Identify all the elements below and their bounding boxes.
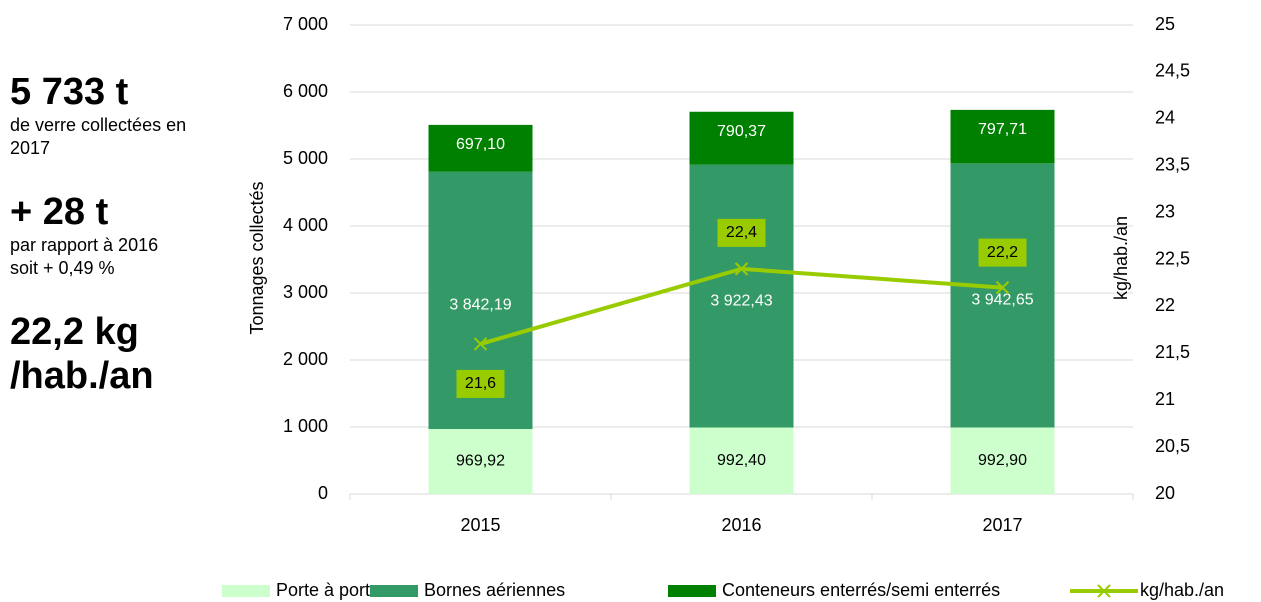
y2-tick-label: 23 bbox=[1155, 201, 1175, 221]
line-marker bbox=[995, 280, 1010, 295]
y-tick-label: 6 000 bbox=[283, 81, 328, 101]
line-marker bbox=[473, 337, 488, 351]
bar-segment bbox=[689, 111, 794, 165]
bar-value-label: 797,71 bbox=[978, 121, 1027, 138]
bar-value-label: 3 922,43 bbox=[710, 292, 772, 309]
bar-value-label: 790,37 bbox=[717, 123, 766, 140]
bar-value-label: 992,40 bbox=[717, 452, 766, 469]
bar-value-label: 3 942,65 bbox=[971, 292, 1033, 309]
legend-item: Porte à porte bbox=[222, 580, 380, 600]
bar-segment bbox=[950, 109, 1055, 164]
legend-item: Conteneurs enterrés/semi enterrés bbox=[668, 580, 1000, 600]
stat-text: par rapport à 2016 bbox=[10, 235, 159, 255]
y2-tick-label: 23,5 bbox=[1155, 154, 1190, 174]
y-tick-label: 1 000 bbox=[283, 416, 328, 436]
y2-tick-label: 24 bbox=[1155, 108, 1175, 128]
y-tick-label: 0 bbox=[318, 483, 328, 503]
bar-segment bbox=[689, 164, 794, 428]
bar-segment bbox=[428, 124, 533, 172]
bar-segment bbox=[950, 427, 1055, 494]
y2-tick-label: 20 bbox=[1155, 483, 1175, 503]
y-axis-title: Tonnages collectés bbox=[247, 181, 267, 334]
y2-tick-label: 24,5 bbox=[1155, 61, 1190, 81]
line-value-label: 21,6 bbox=[465, 375, 496, 392]
stat-headline: 5 733 t bbox=[10, 71, 129, 113]
line-marker bbox=[734, 262, 749, 276]
stat-text: 2017 bbox=[10, 138, 51, 158]
line-value-label: 22,4 bbox=[726, 224, 757, 241]
y-tick-label: 2 000 bbox=[283, 349, 328, 369]
stat-headline: + 28 t bbox=[10, 191, 109, 233]
bar-segment bbox=[428, 429, 533, 494]
legend-label: kg/hab./an bbox=[1140, 580, 1224, 600]
legend-swatch bbox=[370, 585, 418, 597]
x-tick-label: 2016 bbox=[721, 515, 761, 535]
bar-value-label: 697,10 bbox=[456, 136, 505, 153]
bar-value-label: 992,90 bbox=[978, 452, 1027, 469]
x-tick-label: 2017 bbox=[982, 515, 1022, 535]
stat-block: 5 733 t de verre collectées en 2017 bbox=[10, 70, 270, 160]
stat-headline: 22,2 kg bbox=[10, 311, 139, 353]
y2-tick-label: 21,5 bbox=[1155, 342, 1190, 362]
stat-block: 22,2 kg bbox=[10, 310, 270, 354]
legend-label: Porte à porte bbox=[276, 580, 380, 600]
legend-item: kg/hab./an bbox=[1070, 580, 1224, 600]
legend-item: Bornes aériennes bbox=[370, 580, 565, 600]
bar-value-label: 3 842,19 bbox=[449, 297, 511, 314]
stat-block: + 28 t par rapport à 2016 soit + 0,49 % bbox=[10, 190, 270, 280]
y2-axis-title: kg/hab./an bbox=[1111, 216, 1131, 300]
y-tick-label: 3 000 bbox=[283, 282, 328, 302]
y2-tick-label: 20,5 bbox=[1155, 436, 1190, 456]
line-label-box bbox=[456, 369, 505, 398]
legend-swatch bbox=[222, 585, 270, 597]
bar-segment bbox=[950, 163, 1055, 428]
x-tick-label: 2015 bbox=[460, 515, 500, 535]
y2-tick-label: 22,5 bbox=[1155, 248, 1190, 268]
stat-text: soit + 0,49 % bbox=[10, 258, 115, 278]
bar-value-label: 969,92 bbox=[456, 453, 505, 470]
y-tick-label: 4 000 bbox=[283, 215, 328, 235]
line-label-box bbox=[978, 238, 1027, 267]
stat-text: de verre collectées en bbox=[10, 115, 187, 135]
y2-tick-label: 22 bbox=[1155, 295, 1175, 315]
line-value-label: 22,2 bbox=[987, 244, 1018, 261]
y2-tick-label: 21 bbox=[1155, 389, 1175, 409]
legend-label: Bornes aériennes bbox=[424, 580, 565, 600]
y-tick-label: 5 000 bbox=[283, 148, 328, 168]
stat-headline: /hab./an bbox=[10, 355, 154, 397]
y2-tick-label: 25 bbox=[1155, 14, 1175, 34]
y-tick-label: 7 000 bbox=[283, 14, 328, 34]
legend-label: Conteneurs enterrés/semi enterrés bbox=[722, 580, 1000, 600]
legend-marker bbox=[1097, 584, 1111, 598]
line-label-box bbox=[717, 218, 766, 247]
stat-block: /hab./an bbox=[10, 354, 270, 398]
legend-swatch bbox=[668, 585, 716, 597]
bar-segment bbox=[689, 427, 794, 494]
